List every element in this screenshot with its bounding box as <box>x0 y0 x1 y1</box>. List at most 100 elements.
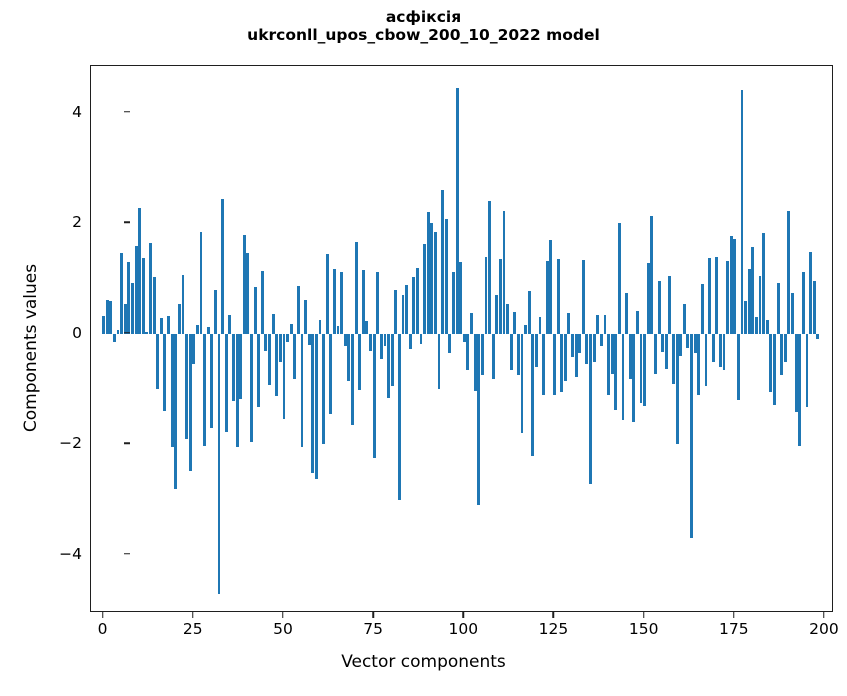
bar <box>264 333 268 351</box>
plot-area <box>90 65 833 612</box>
x-axis-tick-mark <box>372 612 374 618</box>
bar <box>282 333 286 420</box>
bar <box>589 333 592 485</box>
bar <box>708 257 711 334</box>
bar <box>664 333 668 369</box>
y-axis-tick-mark <box>124 332 130 334</box>
bar <box>524 324 528 334</box>
bar <box>419 333 423 344</box>
y-axis-tick-mark <box>124 553 130 555</box>
bar <box>217 333 221 594</box>
bar <box>592 333 596 362</box>
bar <box>787 211 791 334</box>
x-axis-tick-label: 125 <box>538 620 569 638</box>
x-axis-tick-label: 50 <box>273 620 293 638</box>
bar <box>697 333 701 395</box>
bar <box>185 333 188 439</box>
x-axis-tick-mark <box>642 612 645 618</box>
y-axis-tick-label: −2 <box>59 434 82 453</box>
bar <box>232 333 235 402</box>
bar <box>614 333 618 410</box>
bar <box>260 270 264 334</box>
bar <box>372 333 376 459</box>
bar <box>127 262 131 334</box>
bar <box>462 333 466 343</box>
bar <box>596 315 600 334</box>
bar <box>102 315 106 334</box>
bar <box>776 282 780 334</box>
bar <box>448 333 452 354</box>
bar <box>105 299 109 334</box>
bar <box>300 333 304 448</box>
chart-title: асфіксія ukrconll_upos_cbow_200_10_2022 … <box>0 8 847 45</box>
bar <box>729 236 733 334</box>
bar <box>632 333 636 423</box>
bar <box>654 333 657 375</box>
bar <box>437 333 441 390</box>
bar <box>286 333 289 342</box>
bar <box>657 281 661 334</box>
bar <box>383 333 387 347</box>
bar <box>726 261 730 334</box>
x-axis-tick-label: 100 <box>448 620 479 638</box>
bar <box>686 333 690 348</box>
bar <box>311 333 315 474</box>
x-axis-label: Vector components <box>341 652 506 672</box>
bar <box>181 274 185 334</box>
bar <box>733 238 737 334</box>
bar <box>682 304 686 334</box>
bar <box>239 333 243 400</box>
y-axis-label: Components values <box>21 263 41 433</box>
bar <box>390 333 394 387</box>
bar <box>365 320 369 334</box>
bar <box>722 333 726 370</box>
y-axis-tick-mark <box>124 111 130 113</box>
bar <box>639 333 643 404</box>
bar <box>149 243 152 334</box>
bar <box>188 333 192 471</box>
bar <box>246 252 250 334</box>
bar <box>473 333 477 392</box>
bar <box>603 314 607 334</box>
bar <box>379 333 383 359</box>
bar <box>224 333 228 433</box>
bar <box>628 333 632 380</box>
bar <box>755 317 758 334</box>
bar <box>278 333 282 362</box>
bar <box>816 333 820 340</box>
x-axis-tick-label: 75 <box>363 620 383 638</box>
y-axis-tick-label: 2 <box>72 213 82 232</box>
bar <box>765 320 769 334</box>
bar <box>459 262 463 334</box>
bar <box>131 282 134 334</box>
bar <box>812 281 816 334</box>
bar <box>762 232 766 334</box>
bar <box>715 256 719 334</box>
bar <box>520 333 524 434</box>
bar <box>769 333 773 392</box>
bar <box>740 89 744 334</box>
bar <box>567 312 571 334</box>
bar <box>116 329 120 334</box>
bar <box>271 313 275 334</box>
bar <box>809 252 812 334</box>
bar <box>578 333 582 354</box>
x-axis-tick-mark <box>192 612 194 618</box>
bar <box>780 333 784 376</box>
y-axis-tick-label: −4 <box>59 544 82 563</box>
x-axis-tick-mark <box>823 612 825 618</box>
bar <box>192 333 196 365</box>
y-axis-tick-mark <box>124 442 130 445</box>
bar <box>736 333 740 401</box>
bar <box>401 295 405 334</box>
bar <box>491 333 495 380</box>
bar <box>289 324 293 334</box>
bar <box>174 333 178 489</box>
bar <box>109 300 113 334</box>
bar <box>625 292 629 334</box>
bar <box>120 252 124 334</box>
bar <box>452 272 455 334</box>
bar <box>545 261 549 334</box>
bar <box>773 333 776 405</box>
